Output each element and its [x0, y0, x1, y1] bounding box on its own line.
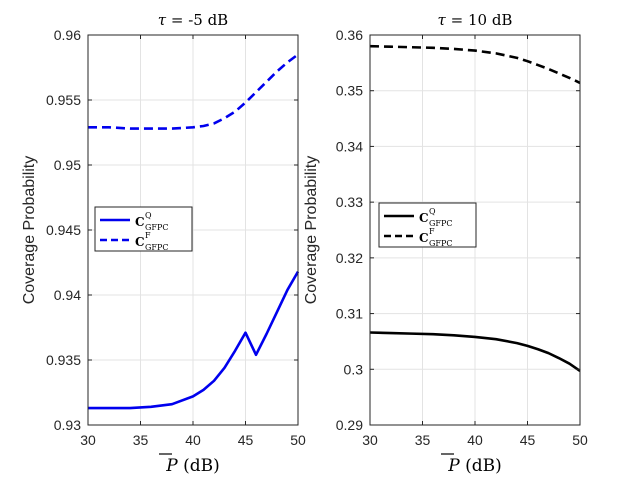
x-tick-label: 30 — [80, 432, 96, 448]
title-text: = 10 dB — [446, 11, 513, 29]
title-symbol: τ — [438, 11, 447, 29]
legend-box — [378, 202, 477, 248]
y-tick-label: 0.35 — [336, 83, 363, 99]
chart-panel-1: 30 35 40 45 50 0.93 0.935 0.94 0.945 0.95 0.955 0.9… — [21, 11, 306, 476]
legend-label-sup: F — [145, 231, 151, 240]
x-label-symbol: P — [447, 456, 460, 476]
chart-title: τ = 10 dB — [438, 11, 513, 29]
y-tick-label: 0.36 — [336, 27, 363, 43]
legend-label-sub: GFPC — [429, 219, 452, 228]
x-tick-label: 50 — [290, 432, 306, 448]
legend-label-sup: F — [429, 227, 435, 236]
y-tick-label: 0.3 — [344, 361, 364, 377]
legend-label: C — [135, 235, 145, 249]
x-tick-label: 50 — [572, 432, 588, 448]
y-tick-label: 0.29 — [336, 417, 363, 433]
x-label-text: (dB) — [178, 456, 220, 476]
y-tick-label: 0.34 — [336, 138, 363, 154]
y-tick-label: 0.94 — [54, 287, 81, 303]
series-line-2 — [88, 53, 299, 130]
x-tick-label: 45 — [520, 432, 536, 448]
legend-box — [94, 206, 193, 252]
y-axis-label: Coverage Probability — [21, 156, 38, 305]
legend-label: C — [419, 211, 429, 225]
legend-label-sub: GFPC — [429, 239, 452, 248]
legend-label: C — [419, 231, 429, 245]
series-line-1 — [88, 270, 300, 410]
legend-label-sub: GFPC — [145, 243, 168, 252]
y-tick-label: 0.95 — [54, 157, 81, 173]
legend-label-sup: Q — [145, 211, 152, 220]
x-tick-label: 40 — [185, 432, 201, 448]
legend-label-sub: GFPC — [145, 223, 168, 232]
y-tick-label: 0.31 — [336, 306, 363, 322]
y-tick-label: 0.32 — [336, 250, 363, 266]
chart-panel-2: 30 35 40 45 50 0.29 0.3 0.31 0.32 0.33 0.34 0.35 0.3… — [303, 11, 588, 476]
y-tick-label: 0.955 — [46, 92, 81, 108]
x-tick-label: 45 — [238, 432, 254, 448]
x-tick-label: 35 — [133, 432, 149, 448]
y-tick-label: 0.96 — [54, 27, 81, 43]
x-tick-label: 40 — [467, 432, 483, 448]
x-tick-label: 30 — [362, 432, 378, 448]
y-tick-label: 0.93 — [54, 417, 81, 433]
x-axis-label: P (dB) — [447, 456, 502, 476]
y-tick-label: 0.945 — [46, 222, 81, 238]
chart-title: τ = -5 dB — [158, 11, 228, 29]
legend-label: C — [135, 215, 145, 229]
x-tick-label: 35 — [415, 432, 431, 448]
x-label-text: (dB) — [460, 456, 502, 476]
x-axis-label: P (dB) — [165, 456, 220, 476]
x-label-symbol: P — [165, 456, 178, 476]
title-symbol: τ — [158, 11, 167, 29]
y-tick-label: 0.33 — [336, 194, 363, 210]
legend-label-sup: Q — [429, 207, 436, 216]
title-text: = -5 dB — [166, 11, 228, 29]
series-line-2 — [369, 44, 581, 85]
y-axis-label: Coverage Probability — [303, 156, 320, 305]
series-line-1 — [369, 331, 581, 373]
y-tick-label: 0.935 — [46, 352, 81, 368]
